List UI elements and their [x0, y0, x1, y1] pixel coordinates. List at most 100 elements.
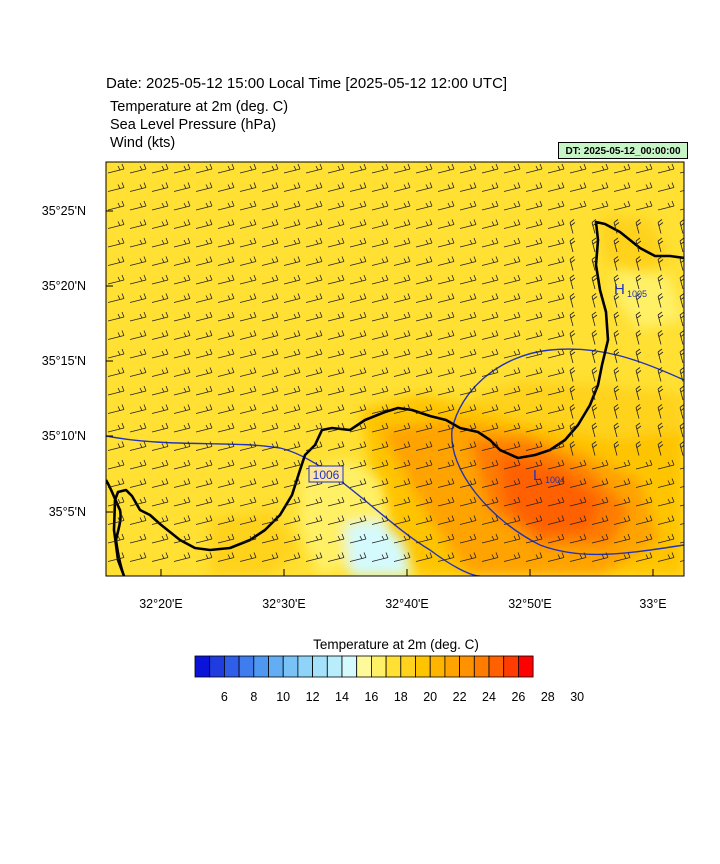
wind-barb — [239, 478, 257, 488]
wind-barb — [569, 385, 576, 401]
wind-barb — [305, 459, 323, 470]
wind-barb — [635, 237, 642, 253]
wind-barb — [305, 274, 323, 285]
wind-barb — [547, 200, 565, 211]
wind-barb — [679, 422, 684, 438]
wind-barb — [525, 293, 543, 303]
colorbar-cell — [385, 655, 402, 678]
wind-barb — [415, 385, 433, 396]
wind-barb — [129, 311, 147, 322]
colorbar-cell — [370, 655, 387, 678]
wind-barb — [195, 200, 213, 211]
wind-barb — [217, 200, 235, 211]
wind-barb — [459, 478, 477, 488]
wind-barb — [503, 348, 521, 359]
wind-barb — [217, 311, 235, 322]
wind-barb — [151, 182, 169, 192]
coastline — [106, 220, 684, 576]
wind-barb — [437, 367, 455, 377]
cool-patch-south — [345, 520, 410, 576]
wind-barb — [525, 348, 543, 359]
colorbar-cell — [400, 655, 416, 678]
wind-barb — [525, 200, 543, 211]
wind-barb — [613, 219, 620, 234]
wind-barb — [129, 163, 147, 174]
wind-barb — [129, 459, 147, 470]
wind-barb — [415, 533, 433, 544]
wind-barb — [195, 496, 213, 507]
date-title: Date: 2025-05-12 15:00 Local Time [2025-… — [106, 75, 508, 92]
wind-barb — [349, 422, 367, 433]
wind-barb — [437, 237, 455, 248]
wind-barb — [173, 515, 191, 525]
wind-barb — [635, 256, 642, 271]
colorbar-tick-label: 22 — [452, 690, 467, 704]
wind-barb — [591, 293, 598, 308]
wind-barb — [525, 311, 543, 322]
wind-barb — [129, 478, 147, 488]
wind-barb — [195, 163, 213, 174]
wind-barb — [525, 330, 543, 340]
wind-barb — [261, 330, 279, 340]
wind-barb — [503, 496, 521, 507]
wind-barb — [569, 256, 576, 271]
wind-barb — [657, 367, 664, 382]
wind-barb — [261, 311, 279, 322]
wind-barb — [327, 552, 345, 562]
wind-barb — [657, 182, 675, 192]
wind-barb — [283, 348, 301, 359]
wind-barb — [151, 330, 169, 340]
wind-barb — [525, 496, 543, 507]
wind-barb — [371, 422, 389, 433]
wind-barb — [503, 533, 521, 544]
wind-barb — [239, 219, 257, 229]
wind-barb — [305, 515, 323, 525]
wind-barb — [371, 311, 389, 322]
wind-barb — [437, 459, 455, 470]
wind-barb — [635, 293, 642, 308]
wind-barbs — [107, 163, 684, 562]
wind-barb — [371, 293, 389, 303]
wind-barb — [151, 348, 169, 359]
wind-barb — [393, 293, 411, 303]
wind-barb — [613, 293, 620, 308]
wind-barb — [525, 219, 543, 229]
wind-barb — [151, 293, 169, 303]
wind-barb — [217, 237, 235, 248]
wind-barb — [151, 515, 169, 525]
colorbar-cell — [459, 655, 475, 678]
wind-barb — [195, 330, 213, 340]
wind-barb — [437, 311, 455, 322]
wind-barb — [547, 552, 565, 562]
wind-barb — [459, 404, 477, 414]
dt-label: DT: 2025-05-12_00:00:00 — [558, 142, 688, 159]
wind-barb — [239, 515, 257, 525]
wind-barb — [173, 200, 191, 211]
wind-barb — [679, 441, 684, 456]
wind-barb — [569, 459, 587, 470]
wind-barb — [679, 560, 684, 562]
wind-barb — [261, 441, 279, 451]
wind-barb — [305, 311, 323, 322]
wind-barb — [459, 367, 477, 377]
wind-barb — [591, 422, 598, 438]
wind-barb — [129, 182, 147, 192]
colorbar-cell — [268, 655, 284, 678]
wind-barb — [415, 182, 433, 192]
wind-barb — [657, 496, 675, 507]
wind-barb — [437, 330, 455, 340]
wind-barb — [613, 459, 631, 470]
wind-barb — [525, 459, 543, 470]
colorbar-cell — [253, 655, 269, 678]
wind-barb — [657, 385, 664, 401]
wind-barb — [635, 478, 653, 488]
wind-barb — [679, 190, 684, 192]
wind-barb — [591, 441, 598, 456]
colorbar-title: Temperature at 2m (deg. C) — [313, 637, 479, 652]
wind-barb — [547, 478, 565, 488]
wind-barb — [503, 478, 521, 488]
wind-barb — [591, 385, 598, 401]
wind-barb — [305, 293, 323, 303]
wind-barb — [305, 367, 323, 377]
